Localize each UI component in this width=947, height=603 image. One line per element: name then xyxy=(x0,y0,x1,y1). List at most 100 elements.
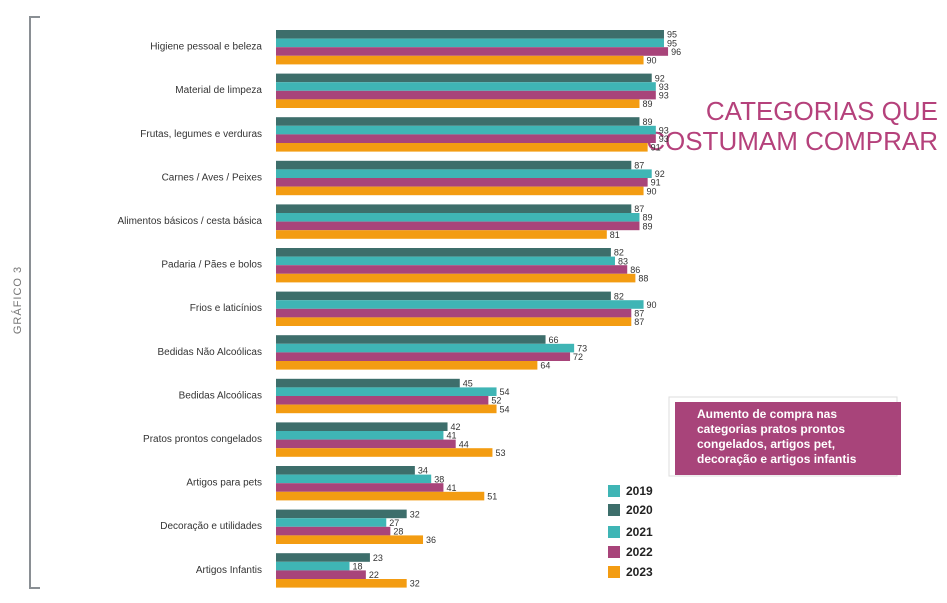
bar xyxy=(276,38,664,48)
value-label: 38 xyxy=(434,474,444,484)
value-label: 73 xyxy=(577,343,587,353)
category-label: Alimentos básicos / cesta básica xyxy=(117,216,262,227)
bar xyxy=(276,90,656,100)
bar xyxy=(276,186,644,196)
legend-label: 2020 xyxy=(626,503,653,517)
bar xyxy=(276,134,656,143)
bar xyxy=(276,317,632,326)
bar xyxy=(276,30,664,39)
bar xyxy=(276,570,366,579)
bar xyxy=(276,352,571,361)
value-label: 88 xyxy=(638,273,648,283)
value-label: 23 xyxy=(373,553,383,563)
bar xyxy=(276,466,415,475)
bar xyxy=(276,483,444,492)
value-label: 22 xyxy=(369,570,379,580)
value-label: 83 xyxy=(618,256,628,266)
legend-label: 2022 xyxy=(626,545,653,559)
bar xyxy=(276,73,652,83)
value-label: 90 xyxy=(647,186,657,196)
value-label: 89 xyxy=(642,99,652,109)
value-label: 87 xyxy=(634,160,644,170)
value-label: 89 xyxy=(642,213,652,223)
bar xyxy=(276,491,485,501)
bar xyxy=(276,509,407,519)
bar xyxy=(276,396,489,405)
bar xyxy=(276,439,456,449)
value-label: 18 xyxy=(353,561,363,571)
value-label: 53 xyxy=(495,448,505,458)
bar xyxy=(276,579,407,588)
bar xyxy=(276,378,460,388)
value-label: 82 xyxy=(614,291,624,301)
bar xyxy=(276,221,640,231)
bar xyxy=(276,448,493,457)
value-label: 27 xyxy=(389,518,399,528)
value-label: 81 xyxy=(610,230,620,240)
value-label: 96 xyxy=(671,47,681,57)
chart-title: CATEGORIAS QUE xyxy=(706,96,938,126)
annotation-text: congelados, artigos pet, xyxy=(697,437,835,451)
bar xyxy=(276,518,387,527)
value-label: 90 xyxy=(647,300,657,310)
bar xyxy=(276,143,648,152)
category-label: Frios e laticínios xyxy=(190,303,262,314)
value-label: 51 xyxy=(487,491,497,501)
figure-label: GRÁFICO 3 xyxy=(11,266,24,334)
value-label: 87 xyxy=(634,308,644,318)
bracket xyxy=(29,16,40,589)
bar xyxy=(276,535,424,544)
category-label: Frutas, legumes e verduras xyxy=(140,129,262,140)
legend-label: 2023 xyxy=(626,565,653,579)
value-label: 87 xyxy=(634,317,644,327)
annotation-box xyxy=(675,402,901,475)
value-label: 28 xyxy=(393,526,403,536)
legend-label: 2019 xyxy=(626,484,653,498)
value-label: 54 xyxy=(500,387,510,397)
bar xyxy=(276,474,432,484)
value-label: 87 xyxy=(634,204,644,214)
value-label: 34 xyxy=(418,466,428,476)
legend-swatch xyxy=(608,485,620,497)
bar xyxy=(276,117,640,126)
value-label: 91 xyxy=(651,143,661,153)
bar xyxy=(276,561,350,571)
value-label: 54 xyxy=(500,404,510,414)
value-label: 93 xyxy=(659,125,669,135)
value-label: 41 xyxy=(446,431,456,441)
legend-swatch xyxy=(608,546,620,558)
category-label: Pratos prontos congelados xyxy=(143,434,262,445)
category-label: Bedidas Não Alcoólicas xyxy=(157,347,262,358)
value-label: 86 xyxy=(630,265,640,275)
value-label: 44 xyxy=(459,439,469,449)
bar xyxy=(276,361,538,370)
value-label: 52 xyxy=(491,396,501,406)
value-label: 93 xyxy=(659,90,669,100)
category-label: Padaria / Pães e bolos xyxy=(161,260,262,271)
value-label: 95 xyxy=(667,30,677,40)
value-label: 89 xyxy=(642,221,652,231)
bar xyxy=(276,431,444,440)
bar xyxy=(276,291,611,301)
value-label: 45 xyxy=(463,378,473,388)
bar xyxy=(276,204,632,213)
value-label: 82 xyxy=(614,248,624,258)
value-label: 42 xyxy=(451,422,461,432)
value-label: 32 xyxy=(410,509,420,519)
value-label: 89 xyxy=(642,117,652,127)
category-label: Artigos para pets xyxy=(186,478,262,489)
category-label: Decoração e utilidades xyxy=(160,521,262,532)
value-label: 41 xyxy=(446,483,456,493)
value-label: 90 xyxy=(647,55,657,65)
value-label: 92 xyxy=(655,73,665,83)
annotation-text: decoração e artigos infantis xyxy=(697,452,857,466)
bar xyxy=(276,47,669,56)
bar xyxy=(276,213,640,222)
value-label: 93 xyxy=(659,134,669,144)
bar xyxy=(276,343,575,353)
bar xyxy=(276,230,607,239)
bar xyxy=(276,300,644,309)
value-label: 32 xyxy=(410,579,420,589)
category-label: Artigos Infantis xyxy=(196,565,262,576)
